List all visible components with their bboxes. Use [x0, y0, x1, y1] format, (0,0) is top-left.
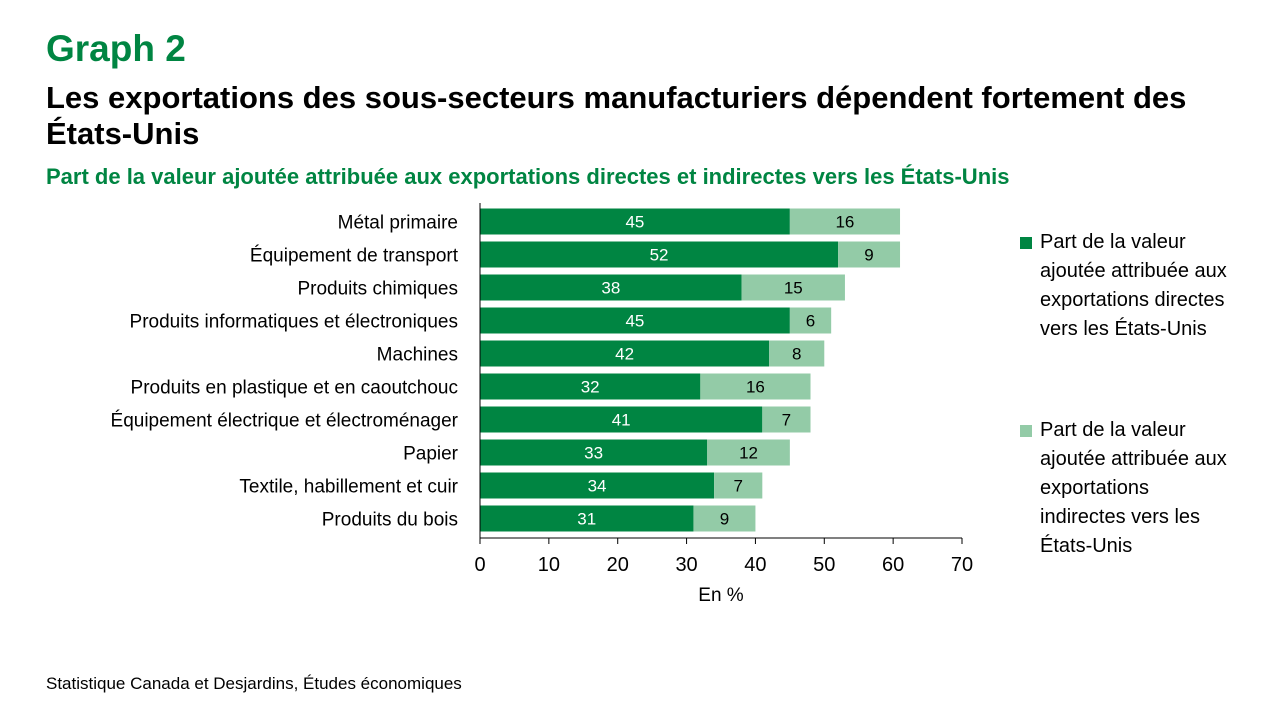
bar-direct	[480, 439, 708, 466]
data-label: 16	[746, 378, 765, 397]
bar-indirect	[707, 439, 790, 466]
data-label: 45	[625, 213, 644, 232]
bar-indirect	[741, 274, 845, 301]
chart-title: Les exportations des sous-secteurs manuf…	[46, 80, 1187, 151]
graph-label: Graph 2	[46, 28, 186, 69]
category-label: Produits chimiques	[297, 279, 458, 300]
data-label: 16	[835, 213, 854, 232]
bar-direct	[480, 208, 790, 235]
source-note: Statistique Canada et Desjardins, Études…	[46, 674, 462, 693]
x-tick-label: 20	[607, 554, 629, 576]
x-axis-title: En %	[698, 585, 744, 606]
bar-indirect	[700, 373, 811, 400]
data-label: 7	[782, 411, 791, 430]
bar-indirect	[714, 472, 763, 499]
bar-indirect	[789, 307, 832, 334]
data-label: 12	[739, 444, 758, 463]
bar-indirect	[693, 505, 756, 532]
data-label: 45	[625, 312, 644, 331]
x-tick-label: 50	[813, 554, 835, 576]
bar-direct	[480, 274, 742, 301]
bar-direct	[480, 472, 715, 499]
data-label: 41	[612, 411, 631, 430]
category-label: Équipement électrique et électroménager	[111, 411, 459, 432]
bar-indirect	[762, 406, 811, 433]
x-tick-label: 40	[744, 554, 766, 576]
data-label: 9	[720, 510, 729, 529]
legend-swatch-indirect	[1020, 425, 1032, 437]
category-label: Produits du bois	[322, 510, 458, 531]
data-label: 7	[733, 477, 742, 496]
x-tick-label: 0	[474, 554, 485, 576]
bar-indirect	[769, 340, 825, 367]
bar-direct	[480, 406, 763, 433]
data-label: 38	[601, 279, 620, 298]
legend-label-indirect: Part de la valeur ajoutée attribuée aux …	[1040, 419, 1227, 557]
x-tick-label: 70	[951, 554, 973, 576]
chart-subtitle: Part de la valeur ajoutée attribuée aux …	[46, 164, 1010, 189]
category-label: Métal primaire	[338, 213, 458, 234]
data-label: 33	[584, 444, 603, 463]
x-tick-label: 30	[675, 554, 697, 576]
legend-label-direct: Part de la valeur ajoutée attribuée aux …	[1040, 231, 1227, 340]
data-label: 15	[784, 279, 803, 298]
data-label: 8	[792, 345, 801, 364]
data-label: 34	[588, 477, 607, 496]
legend-swatch-direct	[1020, 237, 1032, 249]
bar-direct	[480, 373, 701, 400]
bar-direct	[480, 340, 770, 367]
bar-indirect	[838, 241, 901, 268]
data-label: 9	[864, 246, 873, 265]
category-label: Papier	[403, 444, 459, 465]
data-label: 32	[581, 378, 600, 397]
bar-chart: Métal primaire 45 16 Équipement de transpor…	[111, 203, 973, 606]
bar-direct	[480, 241, 839, 268]
category-label: Machines	[377, 345, 458, 366]
bar-direct	[480, 307, 790, 334]
data-label: 52	[650, 246, 669, 265]
data-label: 6	[806, 312, 815, 331]
category-label: Textile, habillement et cuir	[239, 477, 458, 498]
category-label: Équipement de transport	[250, 246, 459, 267]
category-label: Produits informatiques et électroniques	[130, 312, 458, 333]
data-label: 31	[577, 510, 596, 529]
bar-indirect	[789, 208, 901, 235]
x-tick-label: 60	[882, 554, 904, 576]
category-label: Produits en plastique et en caoutchouc	[131, 378, 458, 399]
bar-direct	[480, 505, 694, 532]
x-tick-label: 10	[538, 554, 560, 576]
data-label: 42	[615, 345, 634, 364]
